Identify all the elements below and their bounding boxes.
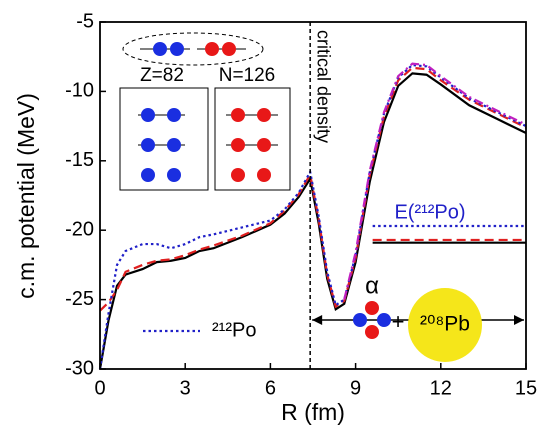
y-tick-label: -30 bbox=[65, 357, 94, 379]
proton bbox=[141, 168, 155, 182]
box bbox=[120, 88, 208, 190]
legend-label: ²¹²Po bbox=[212, 319, 256, 341]
alpha-diagram: ²⁰⁸Pb + α bbox=[353, 272, 482, 362]
neutron bbox=[365, 301, 379, 315]
proton bbox=[167, 138, 181, 152]
box bbox=[215, 88, 290, 190]
x-tick-label: 6 bbox=[265, 377, 276, 399]
proton bbox=[170, 42, 184, 56]
y-tick-label: -5 bbox=[76, 10, 94, 32]
proton bbox=[353, 313, 367, 327]
y-tick-label: -20 bbox=[65, 218, 94, 240]
proton bbox=[141, 108, 155, 122]
energy-label: E(²¹²Po) bbox=[394, 201, 465, 223]
series-line bbox=[344, 64, 526, 300]
y-tick-label: -10 bbox=[65, 80, 94, 102]
proton-label: Z=82 bbox=[140, 65, 184, 86]
arrow-head bbox=[312, 315, 322, 325]
neutron bbox=[257, 138, 271, 152]
neutron bbox=[257, 108, 271, 122]
neutron bbox=[231, 138, 245, 152]
arrow-head bbox=[514, 315, 524, 325]
proton bbox=[141, 138, 155, 152]
page: R (fm) c.m. potential (MeV) 0 3 6 9 12 15 -30 -… bbox=[0, 0, 546, 439]
x-tick-label: 15 bbox=[515, 377, 537, 399]
x-tick-label: 12 bbox=[430, 377, 452, 399]
neutron-label: N=126 bbox=[219, 65, 276, 86]
y-axis-label: c.m. potential (MeV) bbox=[13, 93, 39, 299]
critical-density-label: critical density bbox=[313, 30, 333, 143]
neutron bbox=[231, 108, 245, 122]
x-tick-label: 0 bbox=[94, 377, 105, 399]
proton bbox=[167, 108, 181, 122]
x-tick-label: 9 bbox=[350, 377, 361, 399]
proton bbox=[377, 313, 391, 327]
neutron bbox=[205, 42, 219, 56]
plus-sign: + bbox=[392, 309, 405, 334]
neutron bbox=[365, 325, 379, 339]
y-tick-label: -25 bbox=[65, 288, 94, 310]
neutron bbox=[257, 168, 271, 182]
neutron bbox=[231, 168, 245, 182]
proton bbox=[153, 42, 167, 56]
x-tick-label: 3 bbox=[180, 377, 191, 399]
alpha-label: α bbox=[365, 272, 379, 299]
x-axis-label: R (fm) bbox=[281, 399, 345, 425]
daughter-label: ²⁰⁸Pb bbox=[420, 313, 470, 336]
neutron bbox=[222, 42, 236, 56]
proton bbox=[167, 168, 181, 182]
y-tick-label: -15 bbox=[65, 149, 94, 171]
chart: R (fm) c.m. potential (MeV) 0 3 6 9 12 15 -30 -… bbox=[0, 0, 546, 434]
